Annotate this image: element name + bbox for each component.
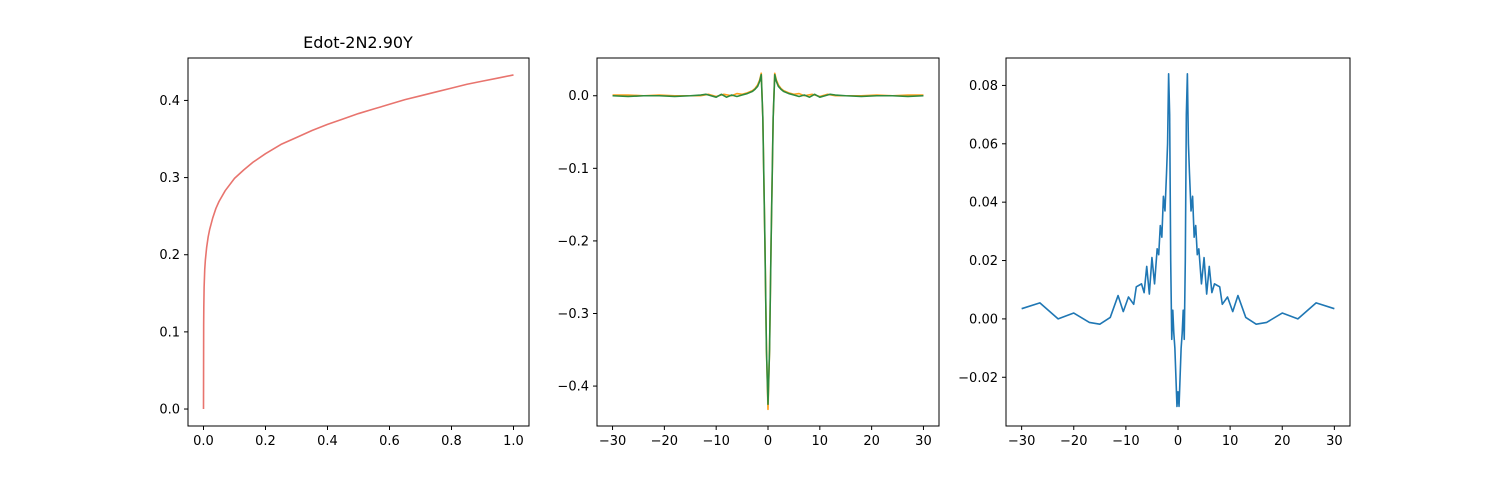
subplot-1-series-1-line [202, 74, 514, 410]
subplot-2-y-tick-label: −0.1 [557, 162, 589, 177]
subplot-2-y-tick-label: 0.0 [568, 89, 589, 104]
subplot-1-title: Edot-2N2.90Y [303, 33, 413, 52]
subplot-2-y-tick-label: −0.2 [557, 234, 589, 249]
subplot-1-plot-area: 0.0 0.2 0.4 0.6 0.8 1.0 0.0 0.1 0.2 0.3 0.4 [159, 57, 530, 449]
subplot-2-plot-area: −30 −20 −10 0 10 20 30 0.0 −0.1 −0.2 −0.3 −0.4 [557, 57, 940, 449]
subplot-3-y-tick-label: 0.08 [969, 79, 998, 94]
subplot-3-y-tick-label: 0.04 [969, 196, 998, 211]
subplot-2-x-tick-label: −30 [599, 434, 626, 449]
subplot-1-y-tick-label: 0.4 [159, 94, 180, 109]
subplot-2-x-tick-label: 0 [764, 434, 772, 449]
subplot-1-x-tick-label: 0.8 [441, 434, 462, 449]
subplot-1: Edot-2N2.90Y 0.0 0.2 0.4 0.6 0.8 1.0 0.0 0.1 0.2… [159, 33, 530, 449]
subplot-3-y-tick-label: 0.06 [969, 137, 998, 152]
subplot-1-axes-frame [187, 57, 530, 427]
subplot-3-plot-area: −30 −20 −10 0 10 20 30 −0.02 0.00 0.02 0.04 0.06 0.0… [958, 57, 1351, 449]
subplot-3-x-tick-label: −20 [1060, 434, 1087, 449]
subplot-2-x-tick-label: 30 [915, 434, 932, 449]
subplot-2-series-2-line [612, 73, 924, 406]
subplot-1-x-tick-label: 1.0 [503, 434, 524, 449]
subplot-1-x-tick-label: 0.2 [255, 434, 276, 449]
subplot-2-x-tick-label: 20 [863, 434, 880, 449]
subplot-2-x-tick-label: −20 [651, 434, 678, 449]
subplot-1-x-tick-label: 0.6 [379, 434, 400, 449]
subplot-3-series-1-line [1021, 72, 1335, 408]
subplot-3-y-tick-label: 0.00 [969, 312, 998, 327]
subplot-2-x-tick-label: 10 [812, 434, 829, 449]
subplot-3-y-tick-label: 0.02 [969, 254, 998, 269]
subplot-1-x-tick-label: 0.0 [193, 434, 214, 449]
subplot-1-y-tick-label: 0.3 [159, 171, 180, 186]
subplot-1-y-tick-label: 0.2 [159, 248, 180, 263]
subplot-2-y-tick-label: −0.3 [557, 307, 589, 322]
subplot-3-x-tick-label: 0 [1174, 434, 1182, 449]
subplot-3: −30 −20 −10 0 10 20 30 −0.02 0.00 0.02 0.04 0.06 0.0… [958, 57, 1351, 449]
subplot-1-y-tick-label: 0.0 [159, 403, 180, 418]
subplot-1-x-tick-label: 0.4 [317, 434, 338, 449]
subplot-3-x-tick-label: −30 [1008, 434, 1035, 449]
subplot-3-x-tick-label: 30 [1326, 434, 1343, 449]
subplot-2: −30 −20 −10 0 10 20 30 0.0 −0.1 −0.2 −0.3 −0.4 [557, 57, 940, 449]
subplot-3-x-tick-label: 10 [1222, 434, 1239, 449]
subplot-2-y-tick-label: −0.4 [557, 380, 589, 395]
subplot-2-x-tick-label: −10 [702, 434, 729, 449]
subplot-3-x-tick-label: −10 [1112, 434, 1139, 449]
subplot-3-x-tick-label: 20 [1274, 434, 1291, 449]
subplot-1-y-tick-label: 0.1 [159, 325, 180, 340]
subplot-3-y-tick-label: −0.02 [958, 371, 998, 386]
